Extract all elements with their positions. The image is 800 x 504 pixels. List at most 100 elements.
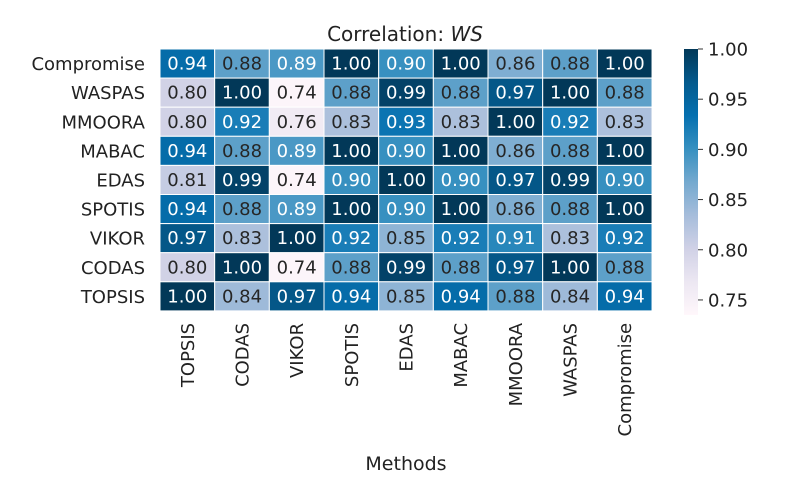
cell-value-label: 0.84 (550, 286, 590, 307)
heatmap-cell (378, 223, 434, 254)
heatmap-cell (323, 252, 380, 283)
heatmap-cell (214, 223, 270, 254)
x-tick-label: MABAC (451, 323, 472, 388)
x-tick-label: CODAS (233, 323, 254, 387)
cell-value-label: 0.88 (441, 257, 481, 278)
heatmap-cell (268, 252, 325, 283)
colorbar: 0.75 0.80 0.85 0.90 0.95 1.00 (684, 40, 748, 315)
cell-value-label: 0.97 (495, 257, 535, 278)
cell-value-label: 0.99 (222, 170, 262, 191)
heatmap-cell (323, 194, 380, 225)
cell-value-label: 0.83 (331, 112, 371, 133)
x-tick-label: Compromise (615, 323, 636, 437)
heatmap-cell (378, 106, 434, 137)
heatmap-cell (268, 106, 325, 137)
heatmap-cell (596, 281, 653, 312)
y-tick-labels: Compromise WASPAS MMOORA MABAC EDAS SPOTIS VIK… (31, 54, 145, 308)
cell-value-label: 0.81 (167, 170, 207, 191)
cell-value-label: 0.88 (222, 54, 262, 75)
cell-value-label: 0.97 (495, 170, 535, 191)
cell-value-label: 0.99 (386, 257, 426, 278)
cell-value-label: 0.99 (386, 83, 426, 104)
cell-value-label: 0.94 (167, 54, 207, 75)
heatmap-cell (159, 77, 216, 108)
heatmap-cell (596, 106, 653, 137)
heatmap-cell (596, 164, 653, 195)
cell-value-label: 0.88 (441, 83, 481, 104)
cell-value-label: 0.80 (167, 257, 207, 278)
chart-title-variable: WS (450, 22, 483, 46)
x-tick-label: TOPSIS (178, 323, 199, 388)
cell-value-label: 0.76 (277, 112, 317, 133)
heatmap-cell (323, 135, 380, 166)
heatmap-cell (432, 48, 489, 79)
cell-value-label: 0.86 (495, 54, 535, 75)
heatmap-cell (378, 194, 434, 225)
heatmap-cell (159, 48, 216, 79)
heatmap-cell (596, 135, 653, 166)
cell-value-label: 0.74 (277, 83, 317, 104)
cell-value-label: 1.00 (441, 54, 481, 75)
heatmap-cell (159, 194, 216, 225)
cell-value-label: 0.88 (550, 199, 590, 220)
cell-value-label: 0.97 (167, 228, 207, 249)
cell-value-label: 0.89 (277, 141, 317, 162)
cell-value-label: 0.92 (550, 112, 590, 133)
heatmap-cell (214, 194, 270, 225)
cell-value-label: 0.90 (386, 54, 426, 75)
cell-value-label: 0.74 (277, 170, 317, 191)
cell-value-label: 1.00 (386, 170, 426, 191)
heatmap-cell (596, 252, 653, 283)
cell-value-label: 0.88 (550, 54, 590, 75)
cell-value-label: 1.00 (331, 54, 371, 75)
cell-value-label: 0.86 (495, 141, 535, 162)
x-tick-label: MMOORA (506, 322, 527, 406)
heatmap-cell (214, 48, 270, 79)
cell-value-label: 1.00 (550, 83, 590, 104)
chart-title-prefix: Correlation: (327, 22, 450, 46)
cell-value-label: 1.00 (222, 257, 262, 278)
cell-value-label: 0.94 (167, 141, 207, 162)
heatmap-cell (159, 281, 216, 312)
heatmap-cell (542, 194, 598, 225)
cell-value-label: 0.83 (605, 112, 645, 133)
heatmap-cell (487, 252, 544, 283)
heatmap-cell (214, 106, 270, 137)
heatmap-cell (542, 77, 598, 108)
cell-value-label: 1.00 (277, 228, 317, 249)
cell-value-label: 0.92 (331, 228, 371, 249)
cell-value-label: 0.80 (167, 83, 207, 104)
heatmap-cell (378, 77, 434, 108)
x-tick-label: SPOTIS (342, 323, 363, 387)
heatmap-cell (323, 106, 380, 137)
cell-value-label: 0.91 (495, 228, 535, 249)
cell-value-label: 0.90 (386, 199, 426, 220)
colorbar-tick-label: 0.85 (708, 190, 748, 211)
cell-value-label: 1.00 (495, 112, 535, 133)
x-tick-label: WASPAS (561, 323, 582, 397)
cell-value-label: 0.94 (441, 286, 481, 307)
cell-value-label: 1.00 (441, 141, 481, 162)
y-tick-label: VIKOR (90, 229, 145, 250)
y-tick-label: MMOORA (62, 112, 146, 133)
cell-value-label: 0.90 (441, 170, 481, 191)
cell-value-label: 0.90 (605, 170, 645, 191)
colorbar-gradient (684, 49, 698, 315)
cell-value-label: 0.88 (331, 83, 371, 104)
cell-value-label: 0.88 (605, 257, 645, 278)
heatmap-cell (378, 281, 434, 312)
x-axis-label: Methods (365, 453, 446, 475)
cell-value-label: 0.88 (550, 141, 590, 162)
colorbar-tick-label: 0.80 (708, 240, 748, 261)
heatmap-cell (323, 164, 380, 195)
cell-value-label: 1.00 (331, 199, 371, 220)
heatmap-cell (159, 223, 216, 254)
cell-value-label: 0.85 (386, 228, 426, 249)
cell-value-label: 0.99 (550, 170, 590, 191)
cell-value-label: 1.00 (550, 257, 590, 278)
heatmap-cell (214, 135, 270, 166)
heatmap-cell (268, 281, 325, 312)
cell-value-label: 1.00 (605, 199, 645, 220)
